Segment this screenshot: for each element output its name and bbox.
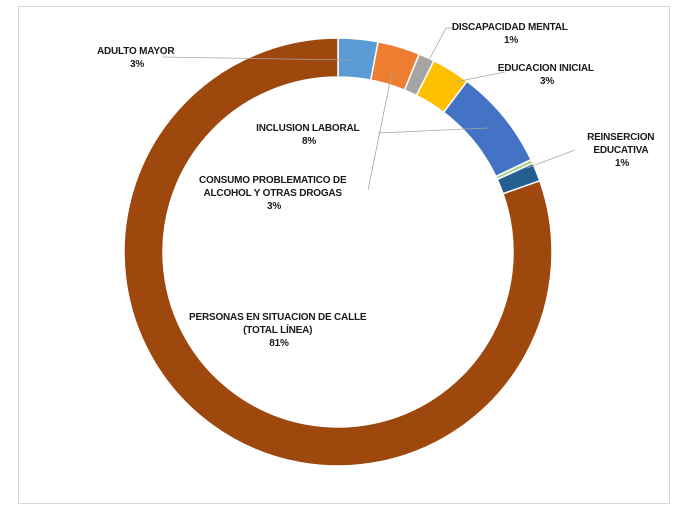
leader-educacion	[454, 71, 506, 83]
leader-adulto-mayor	[161, 56, 351, 61]
label-inclusion-pct: 8%	[302, 136, 316, 147]
label-consumo-pct: 3%	[267, 201, 281, 212]
label-discapacidad-pct: 1%	[504, 35, 518, 46]
label-personas-calle: PERSONAS EN SITUACION DE CALLE (TOTAL LÍ…	[189, 312, 369, 349]
slice-inclusion-laboral-4	[442, 80, 533, 178]
label-adulto-mayor-pct: 3%	[130, 59, 144, 70]
label-consumo-name-1: CONSUMO PROBLEMATICO DE	[199, 175, 347, 186]
label-inclusion-name: INCLUSION LABORAL	[256, 123, 359, 134]
label-discapacidad-mental: DISCAPACIDAD MENTAL 1%	[452, 22, 570, 46]
label-discapacidad-name: DISCAPACIDAD MENTAL	[452, 22, 568, 33]
label-calle-name-1: PERSONAS EN SITUACION DE CALLE	[189, 312, 367, 323]
label-reinsercion-pct: 1%	[615, 158, 629, 169]
label-consumo-problematico: CONSUMO PROBLEMATICO DE ALCOHOL Y OTRAS …	[199, 175, 349, 212]
label-adulto-mayor: ADULTO MAYOR 3%	[97, 46, 177, 70]
slice-personas-en-situacion-de-calle-total-l-nea-7	[123, 37, 553, 467]
leader-reinsercion	[526, 149, 576, 169]
label-educacion-name: EDUCACION INICIAL	[498, 63, 594, 74]
leader-discapacidad	[427, 27, 453, 63]
label-inclusion-laboral: INCLUSION LABORAL 8%	[256, 123, 362, 147]
label-educacion-inicial: EDUCACION INICIAL 3%	[498, 63, 596, 87]
donut-slices	[123, 37, 553, 467]
label-reinsercion-educativa: REINSERCION EDUCATIVA 1%	[587, 132, 657, 169]
label-consumo-name-2: ALCOHOL Y OTRAS DROGAS	[204, 188, 343, 199]
label-calle-pct: 81%	[269, 338, 289, 349]
label-educacion-pct: 3%	[540, 76, 554, 87]
leader-inclusion	[377, 127, 489, 134]
label-adulto-mayor-name: ADULTO MAYOR	[97, 46, 175, 57]
leader-consumo	[367, 71, 393, 191]
label-calle-name-2: (TOTAL LÍNEA)	[243, 323, 312, 336]
label-reinsercion-name-2: EDUCATIVA	[593, 145, 648, 156]
label-reinsercion-name-1: REINSERCION	[587, 132, 654, 143]
